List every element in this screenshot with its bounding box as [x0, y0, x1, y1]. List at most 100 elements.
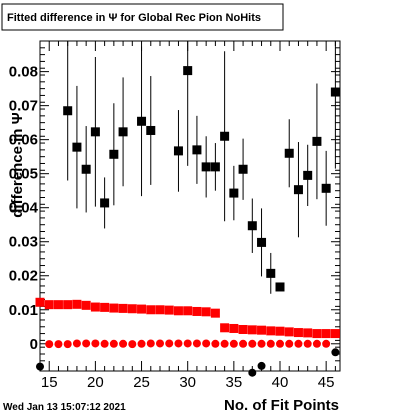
- mean-point-marker: [146, 125, 156, 135]
- zero-point-marker: [82, 339, 91, 348]
- x-tick-label: 35: [226, 374, 243, 391]
- zero-point-marker: [266, 339, 275, 348]
- series-0: [63, 41, 340, 294]
- sigma-point-marker: [192, 306, 202, 316]
- sigma-point-marker: [63, 300, 73, 310]
- zero-point-marker: [119, 339, 128, 348]
- zero-point-marker: [174, 339, 183, 348]
- mean-point-marker: [321, 183, 331, 193]
- series-3: [36, 348, 340, 377]
- sigma-point-marker: [293, 328, 303, 338]
- zero-point-marker: [303, 339, 312, 348]
- y-tick-label: 0.01: [9, 302, 38, 319]
- y-tick-label: 0.05: [9, 166, 38, 183]
- x-tick-label: 30: [179, 374, 196, 391]
- sigma-point-marker: [109, 303, 119, 313]
- sigma-point-marker: [53, 300, 63, 310]
- mean-point-marker: [238, 164, 248, 174]
- zero-point-marker: [63, 340, 72, 349]
- mean-point-marker: [137, 116, 147, 126]
- zero-point-marker: [294, 339, 303, 348]
- zero-point-marker: [248, 339, 257, 348]
- sigma-point-marker: [330, 329, 340, 339]
- sigma-point-marker: [35, 297, 45, 307]
- x-axis: 15 20 25 30 35 40 45: [39, 41, 336, 391]
- zero-point-marker: [54, 340, 63, 349]
- mean-point-marker: [303, 170, 313, 180]
- mean-point-marker: [173, 146, 183, 156]
- mean-point-marker: [72, 142, 82, 152]
- zero-point-marker: [192, 339, 201, 348]
- mean-point-marker: [201, 162, 211, 172]
- mean-point-marker: [210, 162, 220, 172]
- data-marks: [35, 41, 340, 377]
- zero-point-marker: [276, 339, 284, 348]
- sigma-point-marker: [44, 300, 54, 310]
- sigma-point-marker: [321, 329, 331, 339]
- zero-point-marker: [146, 339, 155, 348]
- outlier-point-marker: [257, 361, 266, 370]
- sigma-point-marker: [247, 325, 257, 335]
- sigma-point-marker: [284, 327, 294, 337]
- x-tick-label: 40: [272, 374, 289, 391]
- sigma-point-marker: [210, 308, 220, 318]
- mean-point-marker: [183, 66, 193, 76]
- y-tick-label: 0.08: [9, 64, 38, 81]
- zero-point-marker: [285, 339, 294, 348]
- zero-point-marker: [183, 339, 192, 348]
- y-tick-label: 0.03: [9, 234, 38, 251]
- mean-point-marker: [100, 198, 110, 208]
- zero-point-marker: [211, 339, 220, 348]
- plot-frame: [39, 40, 341, 372]
- mean-point-marker: [118, 127, 128, 137]
- sigma-point-marker: [81, 300, 91, 310]
- zero-point-marker: [45, 340, 54, 349]
- sigma-point-marker: [275, 326, 285, 336]
- sigma-point-marker: [118, 303, 128, 313]
- y-axis-label: difference in Ψ: [9, 112, 26, 218]
- mean-point-marker: [275, 282, 285, 292]
- series-1: [35, 297, 340, 339]
- sigma-point-marker: [266, 326, 276, 336]
- sigma-point-marker: [238, 324, 248, 334]
- chart-title-box: Fitted difference in Ψ for Global Rec Pi…: [1, 3, 284, 31]
- sigma-point-marker: [183, 306, 193, 316]
- series-2: [45, 339, 331, 349]
- zero-point-marker: [137, 339, 146, 348]
- zero-point-marker: [202, 339, 211, 348]
- mean-point-marker: [312, 136, 322, 146]
- y-axis: 0 0.01 0.02 0.03 0.04 0.05 0.06 0.07 0.08: [9, 47, 340, 362]
- mean-point-marker: [330, 87, 340, 97]
- chart-title: Fitted difference in Ψ for Global Rec Pi…: [7, 12, 261, 24]
- zero-point-marker: [100, 339, 109, 348]
- x-axis-label: No. of Fit Points: [224, 397, 339, 414]
- sigma-point-marker: [100, 302, 110, 312]
- mean-point-marker: [109, 149, 119, 159]
- zero-point-marker: [257, 339, 266, 348]
- sigma-point-marker: [90, 302, 100, 312]
- outlier-point-marker: [248, 368, 257, 377]
- zero-point-marker: [128, 340, 137, 349]
- zero-point-marker: [165, 339, 174, 348]
- mean-point-marker: [192, 145, 202, 155]
- mean-point-marker: [284, 148, 294, 158]
- mean-point-marker: [257, 237, 267, 247]
- y-tick-label: 0.02: [9, 268, 38, 285]
- x-tick-label: 15: [41, 374, 58, 391]
- sigma-point-marker: [127, 304, 137, 314]
- sigma-point-marker: [137, 304, 147, 314]
- sigma-point-marker: [146, 305, 156, 315]
- zero-point-marker: [322, 339, 331, 348]
- zero-point-marker: [239, 339, 248, 348]
- sigma-point-marker: [257, 325, 267, 335]
- zero-point-marker: [156, 339, 164, 348]
- outlier-point-marker: [36, 362, 44, 371]
- y-tick-label: 0: [30, 336, 38, 353]
- zero-point-marker: [109, 339, 118, 348]
- mean-point-marker: [220, 131, 230, 141]
- sigma-point-marker: [201, 307, 211, 317]
- outlier-point-marker: [331, 348, 340, 357]
- mean-point-marker: [81, 164, 91, 174]
- sigma-point-marker: [312, 329, 322, 339]
